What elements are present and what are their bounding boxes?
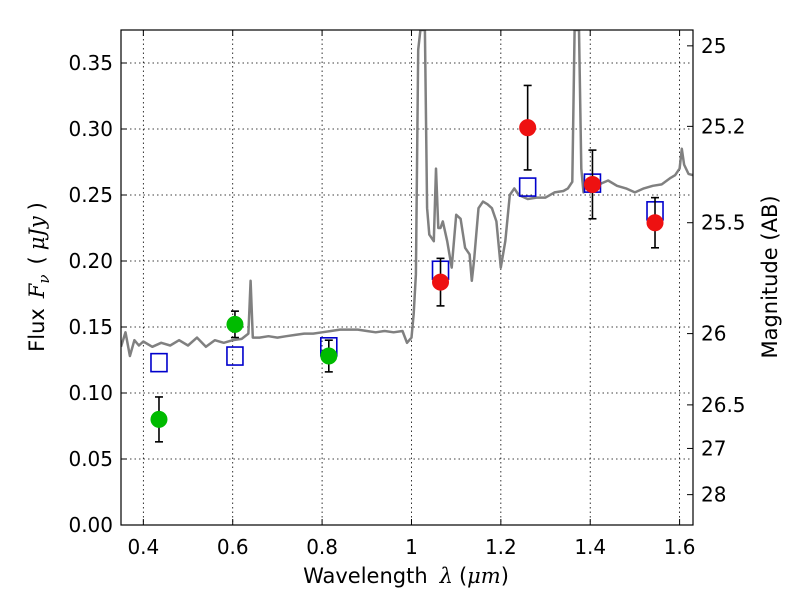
y2-axis-label: Magnitude (AB) bbox=[758, 195, 782, 358]
red-point bbox=[646, 214, 664, 232]
y-tick-label: 0.05 bbox=[68, 447, 113, 471]
grid bbox=[121, 30, 693, 526]
green-point bbox=[320, 347, 338, 365]
x-tick-label: 0.4 bbox=[127, 535, 159, 559]
y2-tick-label: 25.2 bbox=[701, 114, 746, 138]
y-axis-label-symbol: F bbox=[25, 282, 49, 299]
green-point bbox=[226, 315, 244, 333]
y-tick-label: 0.00 bbox=[68, 513, 113, 537]
y2-tick-label: 25 bbox=[701, 34, 726, 58]
y-tick-label: 0.25 bbox=[68, 183, 113, 207]
y2-tick-label: 26.5 bbox=[701, 393, 746, 417]
y-tick-label: 0.20 bbox=[68, 249, 113, 273]
red-point bbox=[432, 273, 450, 291]
x-axis-label-unit: μm bbox=[467, 564, 501, 588]
y-tick-label: 0.10 bbox=[68, 381, 113, 405]
x-axis-label-text: Wavelength bbox=[303, 564, 428, 588]
x-axis-label-open: ( bbox=[459, 564, 467, 588]
axis-ticks: 0.4 0.6 0.8 1 1.2 1.4 1.6 0.00 0.05 0.10 0.15 0.20 0… bbox=[68, 30, 746, 559]
green-point bbox=[150, 410, 168, 428]
x-tick-label: 1.2 bbox=[485, 535, 517, 559]
model-point bbox=[518, 177, 537, 197]
red-point bbox=[519, 119, 537, 137]
x-tick-label: 0.8 bbox=[306, 535, 338, 559]
plot-frame bbox=[120, 29, 694, 526]
y-axis-label-close: ) bbox=[25, 202, 49, 210]
x-tick-label: 1 bbox=[405, 535, 418, 559]
y-tick-label: 0.15 bbox=[68, 315, 113, 339]
red-point bbox=[583, 175, 601, 193]
x-tick-label: 1.6 bbox=[664, 535, 696, 559]
data-points bbox=[150, 84, 664, 443]
x-axis-label-close: ) bbox=[501, 564, 509, 588]
y-axis-label-open: ( bbox=[25, 256, 49, 264]
y-axis-label-text: Flux bbox=[25, 308, 49, 352]
y2-tick-label: 25.5 bbox=[701, 211, 746, 235]
y-axis-label-unit: μJy bbox=[25, 215, 49, 250]
y-axis-label-sub: ν bbox=[35, 274, 53, 283]
y-axis-label: Flux Fν ( μJy) bbox=[25, 202, 53, 352]
y2-tick-label: 27 bbox=[701, 436, 726, 460]
x-tick-label: 0.6 bbox=[217, 535, 249, 559]
x-axis-label: Wavelength λ (μm) bbox=[303, 564, 509, 588]
x-axis-label-symbol: λ bbox=[439, 564, 453, 588]
model-point bbox=[150, 352, 168, 373]
y-tick-label: 0.30 bbox=[68, 117, 113, 141]
y-tick-label: 0.35 bbox=[68, 51, 113, 75]
y2-tick-label: 28 bbox=[701, 483, 726, 507]
model-point bbox=[226, 346, 244, 366]
x-tick-label: 1.4 bbox=[574, 535, 606, 559]
y2-tick-label: 26 bbox=[701, 322, 726, 346]
